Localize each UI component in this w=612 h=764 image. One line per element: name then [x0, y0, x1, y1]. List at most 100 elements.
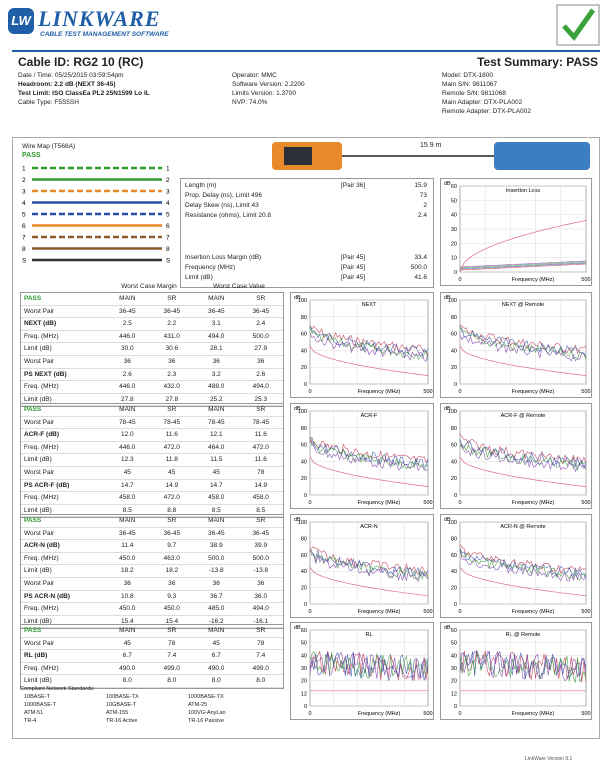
y-tick-label: 60	[301, 443, 307, 449]
plot-area	[309, 299, 429, 385]
y-tick-label: 40	[451, 459, 457, 465]
table-cell: 78-45	[118, 418, 136, 426]
table-row: Freq. (MHz) 446.0 431.0 494.0 500.0	[21, 331, 283, 344]
table-cell: 36-45	[163, 529, 181, 537]
plot-trace	[459, 549, 587, 582]
x-tick-label: 0	[458, 277, 461, 283]
graph-unit: dB	[444, 406, 451, 412]
table-cell: 38.9	[209, 542, 223, 550]
table-cell: 446.0	[119, 332, 136, 340]
y-tick-label: 30	[451, 227, 457, 233]
cable-length: 15.9 m	[420, 142, 442, 149]
info-line: Test Limit: ISO ClassEa PL2 25N1599 Lo I…	[18, 90, 150, 97]
x-tick-label: 0	[458, 500, 461, 506]
y-tick-label: 40	[451, 569, 457, 575]
tagline: CABLE TEST MANAGEMENT SOFTWARE	[40, 31, 169, 38]
table-cell: 458.0	[119, 494, 136, 502]
y-tick-label: 60	[451, 332, 457, 338]
table-cell: 78	[168, 639, 176, 647]
graph: dB ACR-N @ Remote 100 80 60 40 20 00 500 Frequenc…	[440, 514, 592, 618]
graph-unit: dB	[444, 295, 451, 301]
pin-label: 8	[22, 246, 26, 253]
y-tick-label: 40	[301, 569, 307, 575]
graph-unit: dB	[294, 517, 301, 523]
info-line: Remote Adapter: DTX-PLA002	[442, 108, 531, 115]
table-cell: 11.6	[254, 456, 267, 464]
table-cell: 8.5	[211, 506, 221, 514]
y-tick-label: 80	[301, 536, 307, 542]
table-row: Worst Pair 36 36 36 36	[21, 356, 283, 369]
graph-unit: dB	[294, 295, 301, 301]
y-tick-label: 20	[301, 679, 307, 685]
info-line: Main Adapter: DTX-PLA002	[442, 99, 523, 106]
table-cell: ACR-N (dB)	[24, 542, 60, 550]
table-row: PS NEXT (dB) 2.6 2.3 3.2 2.6	[21, 369, 283, 382]
table-cell: Limit (dB)	[24, 567, 52, 575]
table-cell: 36-45	[252, 529, 270, 537]
table-cell: 431.0	[163, 332, 180, 340]
x-axis-label: Frequency (MHz)	[358, 609, 401, 615]
table-cell: 11.6	[165, 431, 178, 439]
table-cell: 14.7	[209, 481, 223, 489]
table-cell: 36	[212, 579, 220, 587]
y-tick-label: 10	[451, 256, 457, 262]
x-axis-label: Frequency (MHz)	[512, 500, 555, 506]
table-row: Limit (dB) 8.5 8.8 8.5 8.5	[21, 505, 283, 518]
y-tick-label: 60	[451, 443, 457, 449]
table-cell: 2.5	[122, 320, 132, 328]
length-label: Length (m)	[185, 182, 217, 189]
y-tick-label: 80	[451, 536, 457, 542]
y-tick-label: 20	[301, 586, 307, 592]
pin-label: 2	[22, 177, 26, 184]
x-tick-label: 0	[458, 711, 461, 717]
table-cell: 500.0	[252, 554, 269, 562]
y-tick-label: 100	[448, 520, 457, 526]
table-row: ACR-N (dB) 11.4 9.7 38.9 39.9	[21, 540, 283, 553]
pin-label: 3	[166, 189, 170, 196]
table-cell: SR	[167, 517, 177, 524]
table-cell: Freq. (MHz)	[24, 332, 59, 340]
table-cell: 11.4	[121, 542, 134, 550]
table-row: Limit (dB) 12.3 11.8 11.5 11.6	[21, 454, 283, 467]
length-value: 500.0	[410, 264, 427, 271]
table-cell: Worst Pair	[24, 418, 55, 426]
pin-label: 2	[166, 177, 170, 184]
table-cell: 3.1	[211, 320, 221, 328]
standard-item: TR-16 Active	[106, 718, 138, 724]
pin-label: 7	[22, 235, 26, 242]
x-axis-label: Frequency (MHz)	[512, 609, 555, 615]
x-tick-label: 0	[458, 609, 461, 615]
plot-trace	[309, 650, 429, 681]
y-tick-label: 80	[301, 315, 307, 321]
table-cell: Freq. (MHz)	[24, 554, 59, 562]
table-row: Worst Pair 36-45 36-45 36-45 36-45	[21, 306, 283, 319]
y-tick-label: 0	[454, 704, 457, 710]
y-tick-label: 100	[448, 298, 457, 304]
table-cell: 2.6	[256, 370, 266, 378]
table-cell: 25.3	[254, 395, 268, 403]
table-row: Freq. (MHz) 446.0 432.0 488.0 494.0	[21, 381, 283, 394]
y-tick-label: 60	[451, 628, 457, 634]
table-cell: 27.8	[165, 395, 179, 403]
table-row: RL (dB) 6.7 7.4 6.7 7.4	[21, 650, 283, 663]
pin-label: 6	[166, 223, 170, 230]
pin-label: 6	[22, 223, 26, 230]
y-tick-label: 80	[451, 426, 457, 432]
table-row: Worst Pair 45 45 45 78	[21, 467, 283, 480]
plot-area	[309, 410, 429, 496]
table-cell: Limit (dB)	[24, 677, 52, 685]
y-tick-label: 100	[298, 520, 307, 526]
y-tick-label: 20	[451, 241, 457, 247]
main-screen	[284, 147, 312, 165]
length-pair: [Pair 36]	[341, 182, 366, 189]
table-cell: PS ACR-F (dB)	[24, 481, 70, 489]
table-row: Worst Pair 36-45 36-45 36-45 36-45	[21, 528, 283, 541]
table-cell: 78	[257, 468, 265, 476]
table-row: Worst Pair 78-45 78-45 78-45 78-45	[21, 417, 283, 430]
table-cell: 36-45	[118, 529, 136, 537]
table-cell: Worst Pair	[24, 307, 55, 315]
table-cell: 78-45	[252, 418, 270, 426]
limit-line	[459, 566, 587, 597]
wire-map-title: Wire Map (T568A)	[22, 143, 76, 150]
